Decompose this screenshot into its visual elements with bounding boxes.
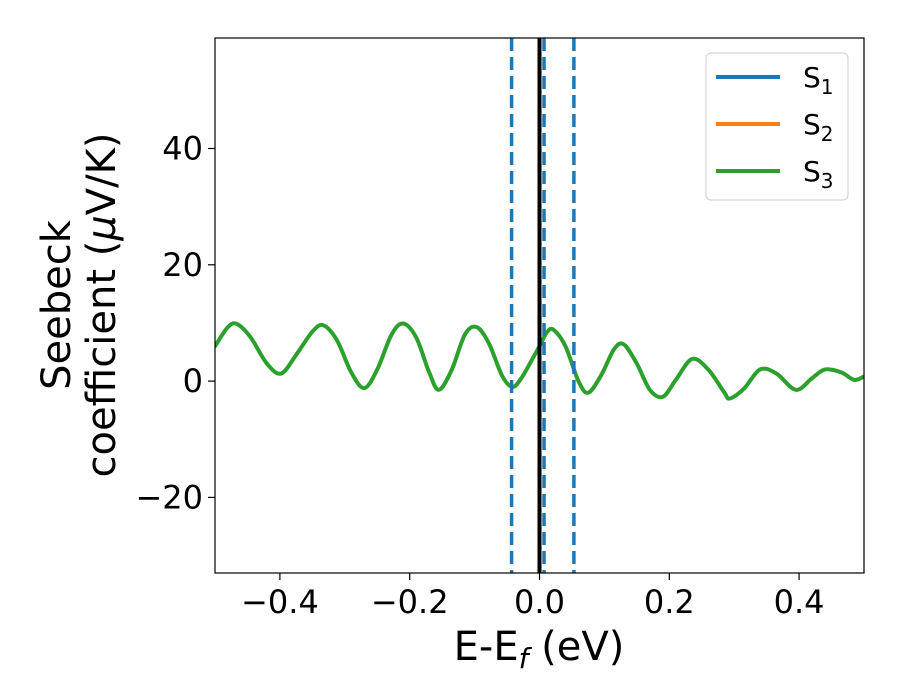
x-axis-label: E-Ef (eV): [454, 624, 625, 675]
legend-label-s3: S3: [803, 155, 834, 193]
x-tick-label: −0.2: [371, 583, 449, 621]
y-axis-label: Seebeck coefficient (μV/K): [34, 133, 125, 478]
legend-label-s1: S1: [803, 61, 834, 99]
x-tick-label: 0.2: [644, 583, 695, 621]
series-line-s3: [215, 321, 864, 401]
y-tick-label: −20: [135, 478, 203, 516]
x-tick-label: 0.0: [514, 583, 565, 621]
y-tick-label: 20: [162, 246, 203, 284]
x-tick-label: 0.4: [774, 583, 825, 621]
legend: S1 S2 S3: [705, 52, 849, 201]
legend-box: [705, 52, 849, 201]
y-axis-label-line2: coefficient (μV/K): [79, 133, 125, 478]
y-tick-label: 40: [162, 129, 203, 167]
y-tick-label: 0: [183, 362, 203, 400]
x-tick-label: −0.4: [241, 583, 319, 621]
legend-label-s2: S2: [803, 108, 834, 146]
y-axis-label-line1: Seebeck: [34, 219, 80, 390]
